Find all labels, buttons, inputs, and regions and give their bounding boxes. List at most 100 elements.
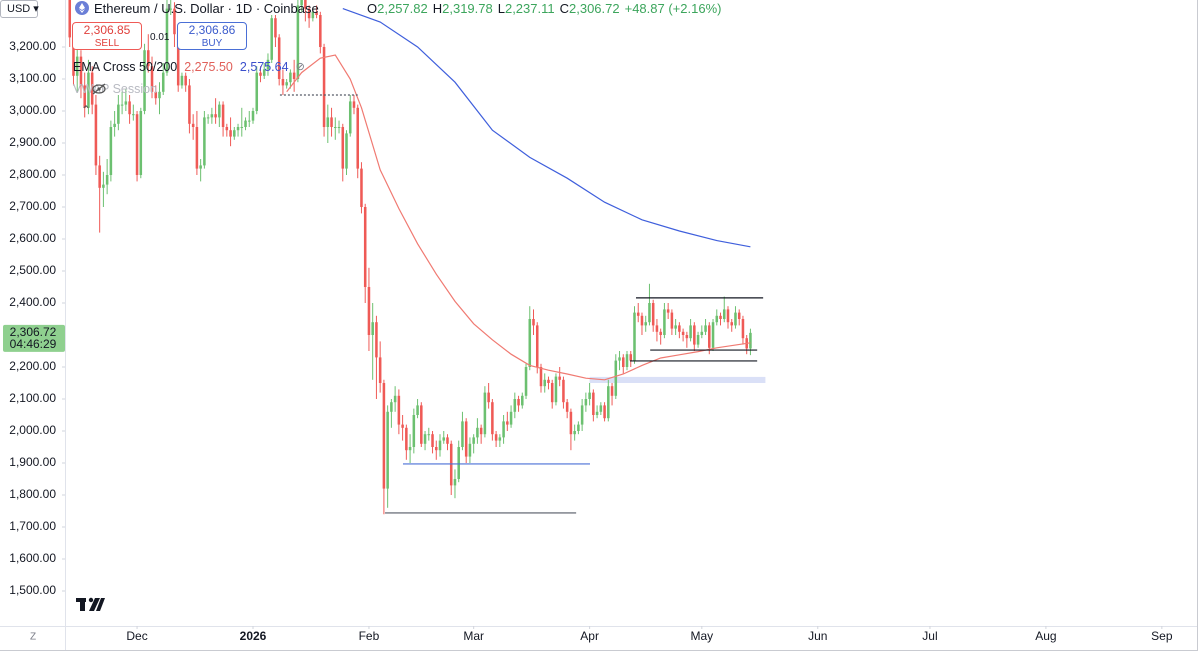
symbol-title[interactable]: Ethereum / U.S. Dollar · 1D · Coinbase — [94, 1, 319, 16]
candle-body — [184, 75, 187, 86]
candle-body — [203, 117, 206, 166]
candle-body — [150, 66, 154, 92]
candle-body — [457, 446, 460, 479]
y-tick-label: 3,100.00 — [9, 71, 56, 85]
candle-body — [640, 315, 644, 326]
x-tick-label: Aug — [1035, 629, 1056, 643]
candle-body — [188, 85, 191, 124]
candle-body — [633, 312, 636, 361]
x-tick-label: Sep — [1151, 629, 1173, 643]
candle-body — [573, 430, 576, 435]
candle-body — [83, 85, 86, 108]
candle-body — [247, 120, 251, 122]
candle-body — [674, 325, 677, 329]
candle-body — [233, 130, 236, 137]
axes: 3,200.00 3,100.00 3,000.00 2,900.00 2,800.00… — [3, 39, 1173, 643]
indicator-legend[interactable]: EMA Cross 50/200 2,275.50 2,575.64 ⊘ — [73, 60, 305, 74]
candle-body — [363, 207, 367, 288]
candle-body — [341, 127, 345, 169]
candle-body — [625, 354, 629, 367]
candle-body — [704, 325, 707, 332]
candle-body — [195, 127, 199, 169]
candle-body — [259, 72, 262, 76]
candle-body — [326, 117, 330, 128]
candle-body — [491, 402, 494, 435]
candle-body — [367, 287, 371, 335]
candle-body — [461, 421, 464, 447]
candle-body — [285, 82, 288, 86]
candle-body — [487, 392, 490, 403]
collapse-legend[interactable]: ⌃ — [81, 103, 92, 117]
candle-body — [75, 56, 79, 76]
x-tick-label: Mar — [463, 629, 484, 643]
y-tick-label: 2,700.00 — [9, 199, 56, 213]
last-price-box — [3, 324, 65, 352]
candle-body — [277, 37, 281, 80]
candle-body — [569, 411, 573, 435]
candle-body — [120, 104, 124, 106]
candle-body — [405, 427, 408, 451]
candle-body — [169, 8, 172, 10]
candle-body — [251, 111, 255, 121]
candle-body — [330, 117, 333, 128]
candle-body — [659, 331, 662, 335]
candle-body — [622, 357, 625, 367]
candle-body — [708, 325, 711, 348]
candle-body — [345, 133, 348, 169]
candle-body — [434, 446, 438, 451]
plot-area — [68, 0, 766, 515]
candle-body — [390, 402, 393, 412]
candle-body — [644, 322, 647, 326]
candle-body — [304, 0, 307, 9]
candle-body — [236, 127, 240, 131]
candle-body — [240, 127, 244, 129]
currency-selector[interactable]: USD ▾ — [0, 0, 39, 18]
candle-body — [588, 392, 591, 399]
sell-price: 2,306.85 — [83, 23, 131, 37]
candle-body — [513, 398, 517, 412]
indicator-legend[interactable]: VWAP Session — [73, 81, 177, 96]
candle-body — [423, 434, 427, 444]
sell-button[interactable]: 2,306.85 SELL — [72, 22, 142, 50]
x-tick-label: Jun — [808, 629, 827, 643]
candle-body — [154, 91, 158, 99]
y-tick-label: 1,800.00 — [9, 487, 56, 501]
candle-body — [539, 366, 543, 387]
y-tick-label: 2,400.00 — [9, 295, 56, 309]
buy-button[interactable]: 2,306.86 BUY — [177, 22, 247, 50]
ohlc-key: C — [559, 1, 569, 16]
indicator-name: EMA Cross 50/200 — [73, 60, 178, 74]
buy-label: BUY — [201, 38, 223, 49]
hidden-icon[interactable] — [91, 83, 107, 95]
ohlc-key: L — [497, 1, 505, 16]
candle-body — [225, 127, 229, 131]
candle-body — [509, 411, 513, 425]
candle-body — [292, 72, 296, 80]
candle-body — [401, 424, 404, 428]
y-tick-label: 1,700.00 — [9, 519, 56, 533]
candle-body — [319, 15, 322, 48]
candle-body — [618, 357, 621, 361]
timezone[interactable]: Z — [30, 632, 36, 643]
candle-body — [352, 101, 356, 108]
candle-body — [135, 114, 139, 176]
y-tick-label: 2,600.00 — [9, 231, 56, 245]
candle-body — [360, 168, 363, 208]
candle-body — [270, 18, 273, 60]
candle-body — [147, 50, 150, 67]
candle-body — [494, 434, 498, 441]
candle-body — [206, 117, 210, 119]
candle-body — [610, 386, 614, 396]
candle-body — [158, 91, 161, 99]
moving-average-line — [286, 54, 751, 381]
y-tick-label: 2,200.00 — [9, 359, 56, 373]
candle-body — [521, 395, 524, 406]
candle-body — [382, 382, 386, 489]
candle-body — [109, 127, 113, 176]
tradingview-logo[interactable] — [76, 597, 105, 611]
ohlc-item: O2,257.82 — [367, 1, 428, 16]
ohlc-value: 2,319.78 — [442, 1, 493, 16]
candle-body — [689, 325, 692, 339]
indicator-icon[interactable]: ⊘ — [295, 61, 305, 73]
